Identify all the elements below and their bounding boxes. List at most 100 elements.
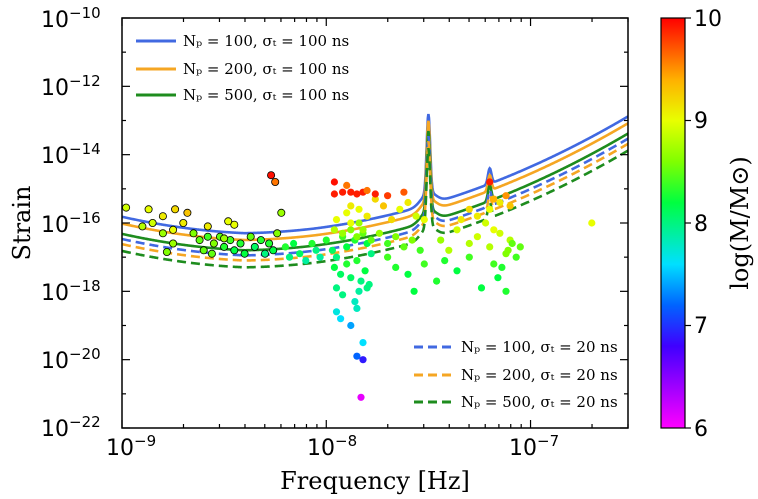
data-point xyxy=(332,216,341,224)
legend-lower-label-3: Nₚ = 500, σₜ = 20 ns xyxy=(461,393,618,411)
data-point xyxy=(388,216,396,224)
data-point xyxy=(347,202,355,210)
data-point xyxy=(359,226,367,234)
data-point xyxy=(457,216,465,224)
data-point xyxy=(375,229,383,237)
data-point xyxy=(230,220,239,229)
curve-5 xyxy=(122,141,628,262)
data-point xyxy=(330,178,338,186)
data-point xyxy=(347,226,355,234)
data-point xyxy=(285,253,294,261)
legend-upper-label-2: Nₚ = 200, σₜ = 100 ns xyxy=(183,60,349,78)
data-point xyxy=(302,257,310,265)
y-tick-label-1e-12: 10−12 xyxy=(41,72,101,101)
data-point xyxy=(498,263,506,271)
data-point xyxy=(122,203,131,212)
data-point xyxy=(363,284,371,292)
colorbar-tick-label-10: 10 xyxy=(694,7,722,32)
data-point xyxy=(195,236,204,245)
data-point xyxy=(359,356,367,364)
data-point xyxy=(290,239,298,248)
legend-upper-label-3: Nₚ = 500, σₜ = 100 ns xyxy=(183,86,349,104)
data-point xyxy=(322,236,330,244)
data-point xyxy=(465,239,473,248)
data-point xyxy=(371,195,379,203)
data-point xyxy=(384,192,392,200)
axis-ticks xyxy=(121,17,629,429)
data-point xyxy=(199,246,208,255)
data-point xyxy=(330,263,338,271)
data-point xyxy=(355,287,363,295)
colorbar-gradient xyxy=(660,17,686,429)
data-point xyxy=(486,178,494,186)
y-tick-label-1e-16: 10−16 xyxy=(41,209,101,238)
data-point xyxy=(482,219,490,227)
data-point xyxy=(267,171,276,180)
data-point xyxy=(281,243,289,251)
x-tick-label-1e-9: 10−9 xyxy=(106,432,156,461)
data-point xyxy=(250,242,259,251)
data-point xyxy=(453,226,461,234)
colorbar-tick-label-6: 6 xyxy=(694,417,708,442)
data-point xyxy=(371,190,379,198)
data-point xyxy=(189,229,198,238)
data-point xyxy=(312,246,320,254)
curve-6 xyxy=(122,147,628,269)
data-point xyxy=(379,202,388,210)
data-point xyxy=(209,239,218,248)
data-point xyxy=(230,246,239,255)
data-point xyxy=(273,229,282,238)
data-point xyxy=(486,243,494,251)
data-point xyxy=(224,217,233,226)
x-tick-label-1e-8: 10−8 xyxy=(307,432,357,461)
data-point xyxy=(496,229,504,237)
data-point xyxy=(494,274,502,282)
data-point xyxy=(486,205,494,213)
data-point xyxy=(363,212,371,220)
data-point xyxy=(441,257,449,265)
data-point xyxy=(353,352,361,360)
data-point xyxy=(420,216,428,224)
data-point xyxy=(240,249,249,258)
data-point xyxy=(332,284,341,292)
data-point xyxy=(260,249,269,258)
data-point xyxy=(328,246,336,254)
data-point xyxy=(420,260,428,268)
data-point xyxy=(588,219,596,227)
y-tick-label-1e-20: 10−20 xyxy=(41,345,101,374)
data-point xyxy=(408,236,416,244)
y-tick-label-1e-18: 10−18 xyxy=(41,277,101,306)
data-point xyxy=(355,219,363,227)
colorbar-tick-label-9: 9 xyxy=(694,109,708,134)
colorbar-label: log(M/M⊙) xyxy=(726,156,754,290)
data-point xyxy=(246,232,255,241)
data-point xyxy=(169,225,178,234)
data-point xyxy=(477,284,486,292)
data-point xyxy=(203,222,212,231)
legend-lower-label-2: Nₚ = 200, σₜ = 20 ns xyxy=(461,366,618,384)
data-point xyxy=(410,287,418,295)
data-point xyxy=(412,212,420,220)
data-point xyxy=(437,236,445,244)
data-point xyxy=(162,247,171,256)
data-point xyxy=(148,218,157,227)
data-point xyxy=(343,209,351,217)
data-point xyxy=(179,218,188,227)
legend-lower: Nₚ = 100, σₜ = 20 ns Nₚ = 200, σₜ = 20 n… xyxy=(414,338,618,411)
data-point xyxy=(506,202,514,210)
data-point xyxy=(384,239,392,248)
data-point xyxy=(384,253,392,261)
data-point xyxy=(339,291,347,299)
data-point xyxy=(502,192,510,200)
data-point xyxy=(465,205,473,213)
data-point xyxy=(392,263,400,271)
colorbar-tick-label-7: 7 xyxy=(694,314,708,339)
curve-1 xyxy=(122,113,628,235)
data-point xyxy=(490,195,498,203)
data-point xyxy=(490,260,498,268)
data-point xyxy=(516,243,524,251)
data-point xyxy=(404,270,412,278)
data-point xyxy=(316,253,324,261)
data-point xyxy=(357,277,365,285)
